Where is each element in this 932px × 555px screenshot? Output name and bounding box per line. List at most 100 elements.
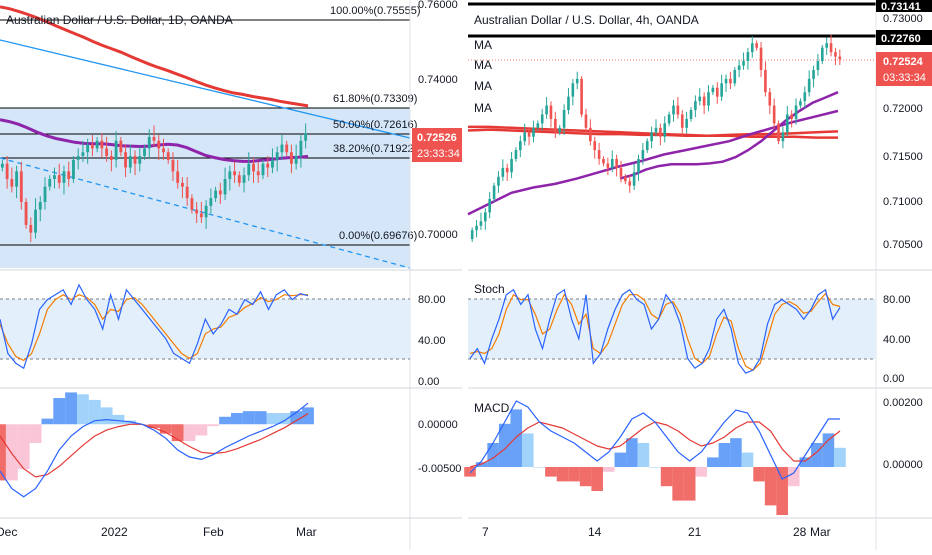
candle-body [223,179,227,195]
candle-body [654,127,658,133]
fib-label-50: 50.00%(0.72616) [333,119,417,131]
macd-histogram-bar [29,424,42,443]
candle-body [755,43,758,48]
candle-body [488,199,492,213]
macd-histogram-bar [266,413,279,425]
fib-labels: 100.00%(0.75555) 61.80%(0.73309) 50.00%(… [330,5,421,242]
candle-body [746,52,750,62]
macd-histogram-bar [614,452,627,467]
candle-body [285,144,289,153]
candle-body [470,230,474,240]
macd-line [0,402,309,498]
macd-histogram-bar [498,423,511,467]
candle-body [181,182,184,187]
candle-body [519,141,522,151]
right-price-pane[interactable] [467,2,876,242]
macd-histogram-bar [278,413,291,425]
macd-histogram-bar [764,467,777,506]
left-macd-pane[interactable] [0,392,314,498]
macd-histogram-bar [290,411,303,425]
right-stoch-tick: 0.00 [883,373,904,385]
candle-body [759,47,763,70]
candle-body [615,158,618,168]
right-last-price-badge [876,52,932,86]
candle-body [571,83,575,97]
candle-body [86,144,90,153]
candle-body [261,163,265,176]
candle-body [128,156,132,168]
candle-body [772,105,776,124]
macd-histogram-bar [811,443,823,467]
candle-body [663,123,667,137]
ma-label: MA [474,101,492,115]
ma-label: MA [474,58,492,72]
candle-body [834,52,837,57]
candle-body [606,163,610,168]
candle-body [685,118,688,128]
macd-line [469,400,840,480]
candle-body [641,150,645,159]
left-macd-axis: 0.00000 -0.00500 [418,419,461,475]
candle-body [820,47,824,62]
macd-histogram-bar [0,424,6,481]
left-price-tick: 0.74000 [418,74,458,86]
left-stoch-tick: 40.00 [418,335,446,347]
macd-histogram-bar [799,457,812,467]
candle-body [289,152,293,164]
right-time-axis: 7 14 21 28 Mar [482,525,831,539]
candle-body [204,205,208,218]
candle-body [777,123,780,142]
candle-body [650,132,653,142]
candle-body [43,186,47,202]
candle-body [667,114,671,124]
candle-body [702,96,706,106]
candle-body [81,152,85,157]
candle-body [602,158,605,164]
level-line-badge [876,30,932,45]
candle-body [838,56,842,60]
channel-upper-line [0,39,411,139]
left-price-axis: 0.76000 0.74000 0.70000 [418,0,458,241]
candle-body [575,78,579,84]
candle-body [733,69,737,84]
candle-body [637,158,640,173]
candle-body [185,186,189,199]
candle-body [166,152,170,160]
left-price-pane[interactable] [0,5,411,269]
macd-histogram-bar [88,399,101,425]
candle-body [242,175,246,183]
candle-body [628,181,632,186]
candle-body [720,83,723,97]
candle-body [510,158,513,173]
candle-body [659,127,662,137]
candle-body [742,61,745,66]
candle-body [271,159,274,168]
candle-body [34,209,37,233]
left-time-tick: Mar [296,525,317,539]
candle-body [549,105,553,119]
candle-body [597,150,601,159]
left-stoch-pane[interactable] [0,283,410,370]
candle-body [218,190,222,195]
candle-body [501,167,505,177]
left-stoch-band [0,299,410,359]
candle-body [589,127,592,142]
channel-lower-dashed [0,157,411,269]
left-time-tick: Dec [0,525,17,539]
candle-body [5,163,9,180]
candle-body [195,209,199,214]
left-time-tick: Feb [203,525,224,539]
macd-histogram-bar [41,418,54,425]
candle-body [785,114,789,133]
macd-histogram-bar [53,398,66,425]
right-stoch-pane[interactable] [468,288,876,374]
stoch-k-line [0,283,309,370]
candle-body [53,175,56,180]
panel-gap [462,0,468,550]
candle-body [256,171,260,176]
candle-body [711,87,715,93]
candle-body [0,163,4,168]
right-macd-pane[interactable] [464,400,846,515]
right-time-tick: 28 [793,525,807,539]
